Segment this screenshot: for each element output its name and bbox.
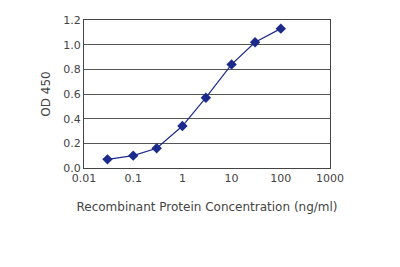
svg-text:Recombinant Protein Concentrat: Recombinant Protein Concentration (ng/ml… — [76, 200, 337, 214]
svg-text:10: 10 — [225, 172, 239, 185]
svg-text:0.4: 0.4 — [63, 113, 81, 126]
svg-text:0.2: 0.2 — [63, 137, 81, 150]
svg-text:1000: 1000 — [316, 172, 344, 185]
svg-text:OD 450: OD 450 — [39, 71, 53, 116]
svg-text:0.8: 0.8 — [63, 63, 81, 76]
svg-text:0.6: 0.6 — [63, 88, 81, 101]
svg-text:1.0: 1.0 — [63, 39, 81, 52]
svg-text:100: 100 — [270, 172, 291, 185]
svg-text:0.01: 0.01 — [72, 172, 97, 185]
svg-text:0.1: 0.1 — [124, 172, 142, 185]
svg-text:1: 1 — [179, 172, 186, 185]
svg-text:1.2: 1.2 — [63, 14, 81, 27]
svg-text:0.0: 0.0 — [63, 162, 81, 175]
